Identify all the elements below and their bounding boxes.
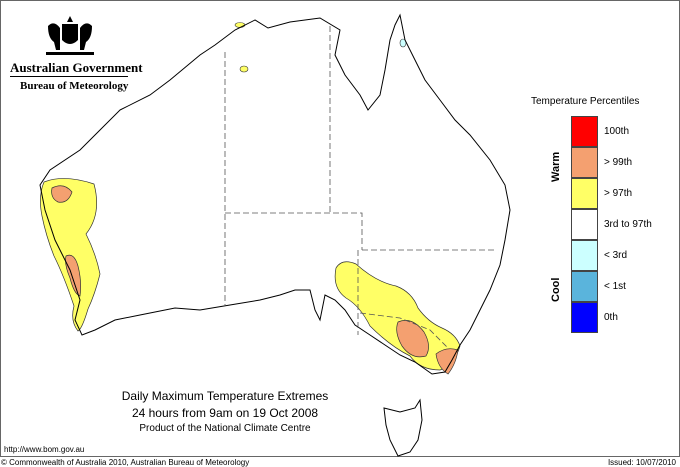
government-name: Australian Government <box>10 60 143 75</box>
region-wa-gt97 <box>40 178 101 332</box>
legend-label: < 1st <box>604 281 626 292</box>
region-nt-gt97-island <box>234 22 246 28</box>
legend-label: > 99th <box>604 157 633 168</box>
legend-label: > 97th <box>604 188 633 199</box>
product-note: Product of the National Climate Centre <box>139 423 311 434</box>
map-subtitle: 24 hours from 9am on 19 Oct 2008 <box>131 406 319 420</box>
legend-title: Temperature Percentiles <box>531 96 640 107</box>
tasmania-coastline <box>383 398 423 457</box>
agency-name: Bureau of Meteorology <box>20 80 129 92</box>
legend-label: 3rd to 97th <box>604 219 652 230</box>
overlay-layer <box>40 22 461 375</box>
legend-swatch <box>571 302 598 333</box>
region-wa-gt99-south <box>65 254 82 297</box>
copyright: © Commonwealth of Australia 2010, Austra… <box>1 458 250 467</box>
legend-swatch <box>571 116 598 147</box>
website-url[interactable]: http://www.bom.gov.au <box>4 445 85 454</box>
legend-label: 100th <box>604 126 630 137</box>
legend-warm-label: Warm <box>550 151 562 182</box>
legend-cool-label: Cool <box>550 277 562 302</box>
legend-label: < 3rd <box>604 250 628 261</box>
coat-of-arms-logo <box>46 16 94 55</box>
mainland-coastline <box>39 13 511 375</box>
legend-swatch <box>571 147 598 178</box>
legend-swatch <box>571 209 598 240</box>
legend-swatch <box>571 178 598 209</box>
legend-swatch <box>571 240 598 271</box>
map-title: Daily Maximum Temperature Extremes <box>121 389 329 403</box>
region-nt-gt97-spot <box>239 65 249 73</box>
issued-date: Issued: 10/07/2010 <box>607 458 676 467</box>
state-borders <box>224 26 497 349</box>
legend-swatch <box>571 271 598 302</box>
legend-label: 0th <box>604 312 618 323</box>
region-se-nsw-gt99 <box>435 348 459 375</box>
region-wa-gt99-north <box>51 185 73 203</box>
header-divider <box>10 76 128 77</box>
